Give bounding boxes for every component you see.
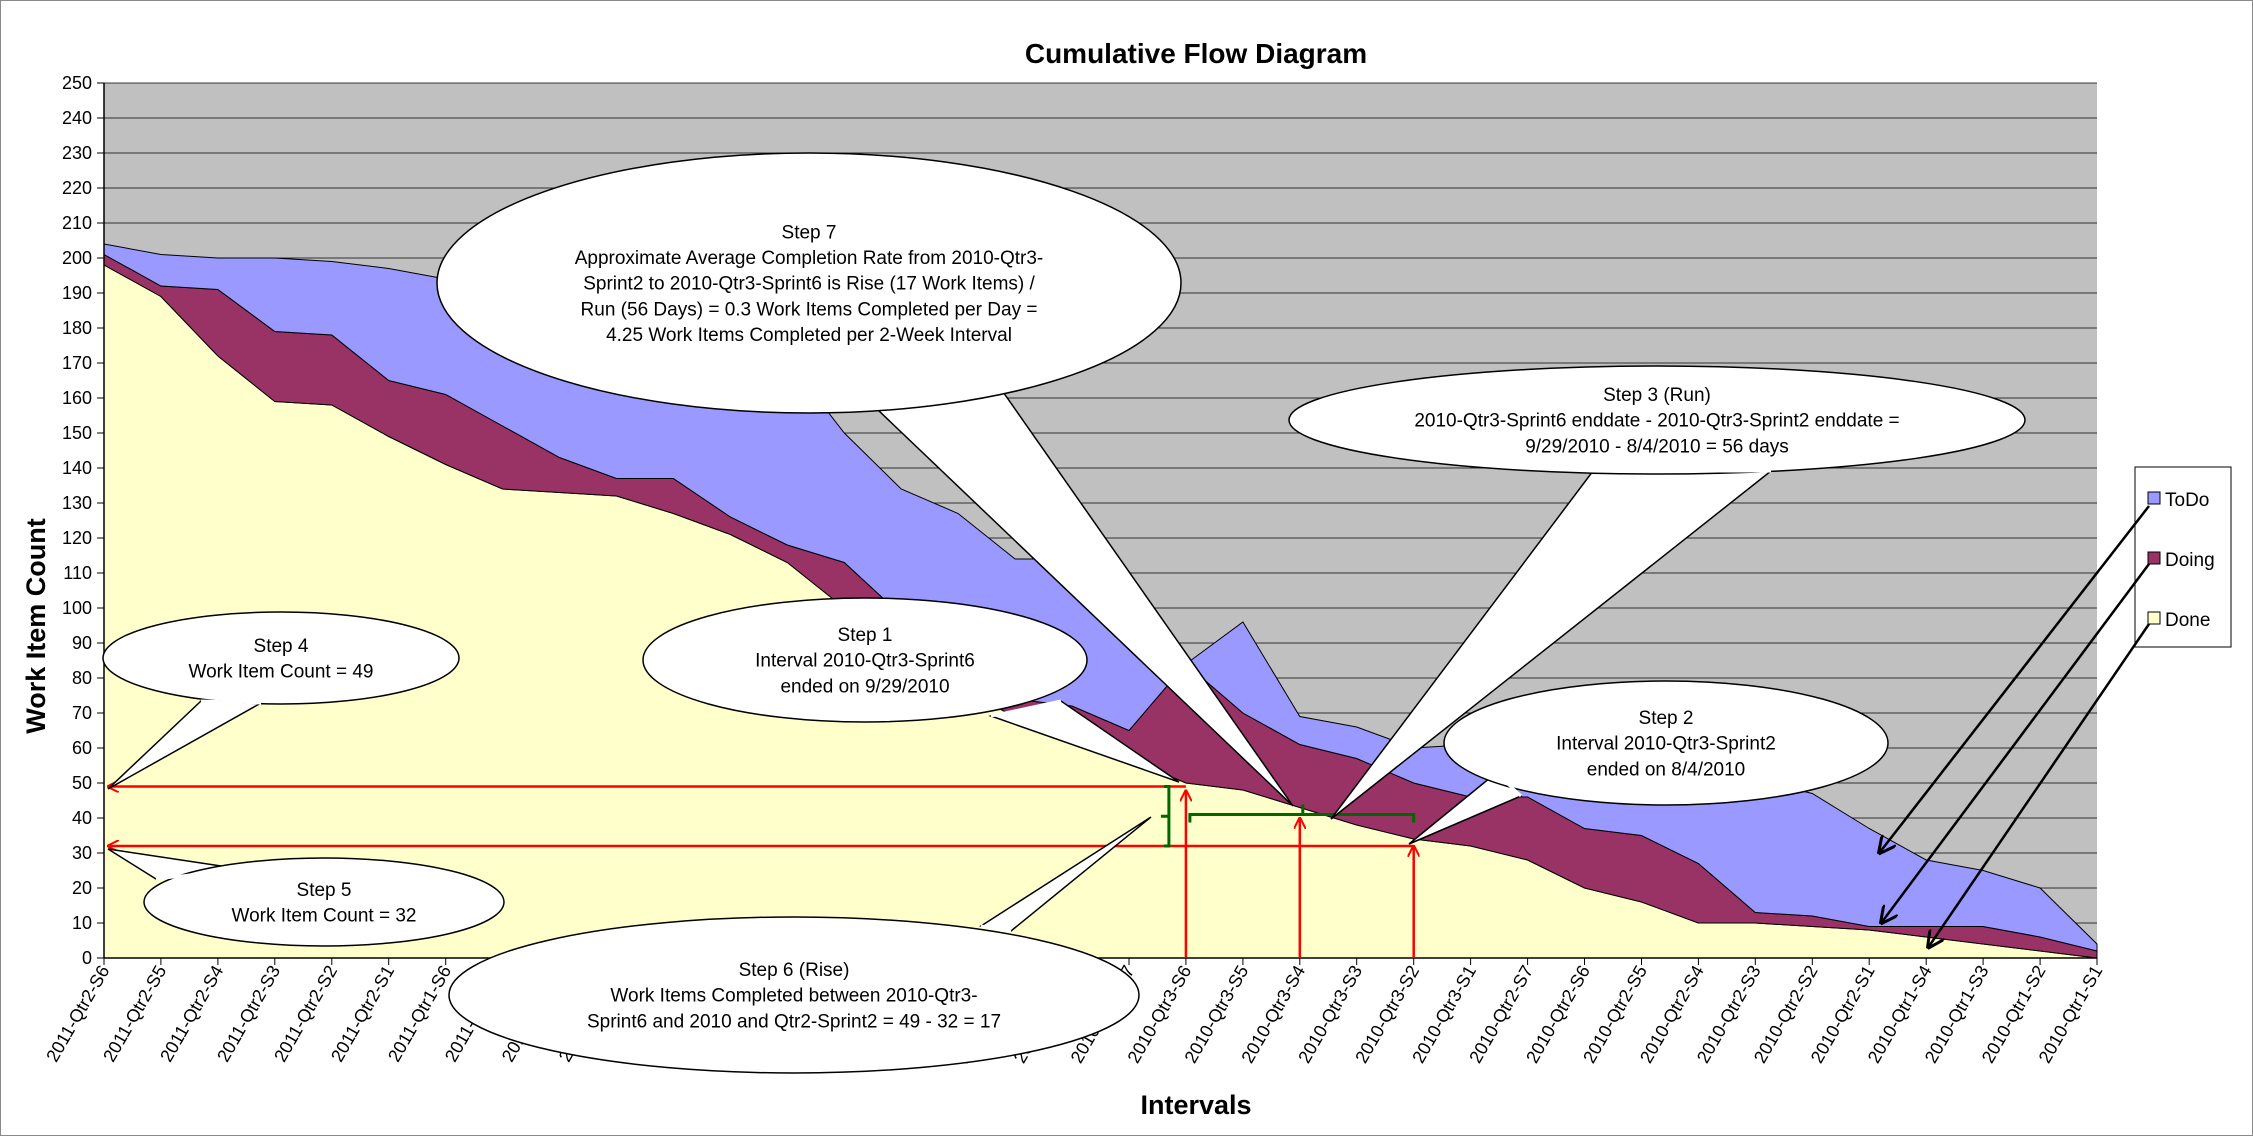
- callout-bubble: [642, 597, 1088, 723]
- callout-text-line: 9/29/2010 - 8/4/2010 = 56 days: [1525, 436, 1789, 457]
- callout-step3: Step 3 (Run) 2010-Qtr3-Sprint6 enddate - …: [1288, 365, 2026, 820]
- callout-text-line: Step 7: [782, 222, 837, 243]
- callout-step2: Step 2 Interval 2010-Qtr3-Sprint2 ended on…: [1408, 680, 1889, 845]
- callout-step5: Step 5 Work Item Count = 32: [107, 848, 505, 947]
- callout-text-line: Step 2: [1639, 708, 1694, 729]
- y-tick-label: 210: [62, 213, 92, 233]
- run-bracket: [1188, 804, 1416, 823]
- y-tick-label: 80: [72, 668, 92, 688]
- legend-pointer-arrow: [1881, 563, 2151, 923]
- callout-text-line: Work Items Completed between 2010-Qtr3-: [610, 986, 977, 1007]
- y-tick-label: 130: [62, 493, 92, 513]
- y-tick-label: 50: [72, 773, 92, 793]
- y-tick-label: 190: [62, 283, 92, 303]
- legend-swatch-done: [2147, 611, 2161, 625]
- y-tick-label: 220: [62, 178, 92, 198]
- callout-bubble: [102, 611, 460, 705]
- callout-text-line: Step 3 (Run): [1603, 385, 1711, 406]
- y-tick-label: 70: [72, 703, 92, 723]
- callout-text-line: Step 1: [838, 625, 893, 646]
- callout-text-line: Interval 2010-Qtr3-Sprint6: [755, 651, 975, 672]
- y-tick-label: 20: [72, 878, 92, 898]
- x-axis-title: Intervals: [1140, 1090, 1251, 1120]
- y-tick-label: 250: [62, 73, 92, 93]
- callout-text-line: Work Item Count = 49: [189, 662, 374, 683]
- callout-text-line: Step 5: [297, 880, 352, 901]
- callout-text-line: Approximate Average Completion Rate from…: [575, 248, 1044, 269]
- callout-text-line: Work Item Count = 32: [232, 906, 417, 927]
- y-tick-label: 180: [62, 318, 92, 338]
- y-tick-label: 160: [62, 388, 92, 408]
- callout-joint: [980, 924, 1012, 933]
- callout-bubble: [436, 152, 1182, 414]
- y-tick-label: 230: [62, 143, 92, 163]
- legend-pointer-arrow: [1879, 505, 2150, 853]
- axes: [103, 83, 2097, 959]
- callout-text-line: Sprint2 to 2010-Qtr3-Sprint6 is Rise (17…: [583, 274, 1035, 295]
- callout-step6: Step 6 (Rise) Work Items Completed betwee…: [448, 816, 1152, 1074]
- callout-text-line: Sprint6 and 2010 and Qtr2-Sprint2 = 49 -…: [587, 1011, 1001, 1032]
- y-axis-title: Work Item Count: [21, 518, 51, 734]
- y-tick-label: 120: [62, 528, 92, 548]
- callout-bubble: [448, 916, 1140, 1074]
- callout-bubble: [143, 857, 505, 947]
- y-tick-label: 100: [62, 598, 92, 618]
- callout-step7: Step 7 Approximate Average Completion Rat…: [436, 152, 1294, 807]
- y-tick-label: 0: [82, 948, 92, 968]
- legend: ToDo Doing Done: [1879, 466, 2232, 948]
- legend-label-todo: ToDo: [2165, 490, 2209, 511]
- callout-text-line: ended on 8/4/2010: [1587, 759, 1746, 780]
- y-tick-labels: 0 10 20 30 40 50 60 70 80 90 100 110 120 130 140 150 160…: [62, 73, 104, 968]
- callout-joint: [1494, 771, 1523, 798]
- annotation-callouts: Step 7 Approximate Average Completion Rat…: [102, 152, 2026, 1074]
- callout-text-line: Step 6 (Rise): [739, 960, 850, 981]
- y-tick-label: 10: [72, 913, 92, 933]
- callout-text-line: Step 4: [254, 636, 309, 657]
- reference-markers: [108, 785, 1416, 958]
- legend-pointer-arrow: [1928, 623, 2151, 948]
- callout-text-line: ended on 9/29/2010: [780, 676, 949, 697]
- callout-step1: Step 1 Interval 2010-Qtr3-Sprint6 ended on…: [642, 597, 1180, 783]
- callout-joint: [200, 699, 262, 705]
- legend-label-doing: Doing: [2165, 550, 2215, 571]
- callout-bubble: [1443, 680, 1889, 806]
- legend-swatch-doing: [2147, 551, 2161, 565]
- legend-swatch-todo: [2147, 491, 2161, 505]
- callout-text-line: 2010-Qtr3-Sprint6 enddate - 2010-Qtr3-Sp…: [1414, 411, 1899, 432]
- y-tick-label: 30: [72, 843, 92, 863]
- y-tick-label: 90: [72, 633, 92, 653]
- callout-bubble: [1288, 365, 2026, 475]
- legend-label-done: Done: [2165, 610, 2210, 631]
- callout-joint: [990, 699, 1062, 718]
- y-tick-label: 60: [72, 738, 92, 758]
- y-tick-label: 200: [62, 248, 92, 268]
- chart-title: Cumulative Flow Diagram: [1025, 38, 1367, 69]
- callout-step4: Step 4 Work Item Count = 49: [102, 611, 460, 790]
- callout-joint: [155, 867, 242, 881]
- callout-text-line: 4.25 Work Items Completed per 2-Week Int…: [606, 325, 1012, 346]
- y-tick-label: 150: [62, 423, 92, 443]
- y-tick-label: 240: [62, 108, 92, 128]
- y-tick-label: 110: [63, 563, 92, 583]
- y-tick-label: 140: [62, 458, 92, 478]
- y-tick-label: 170: [62, 353, 92, 373]
- callout-text-line: Run (56 Days) = 0.3 Work Items Completed…: [581, 299, 1038, 320]
- y-tick-label: 40: [72, 808, 92, 828]
- rise-bracket: [1160, 785, 1171, 848]
- callout-text-line: Interval 2010-Qtr3-Sprint2: [1556, 734, 1776, 755]
